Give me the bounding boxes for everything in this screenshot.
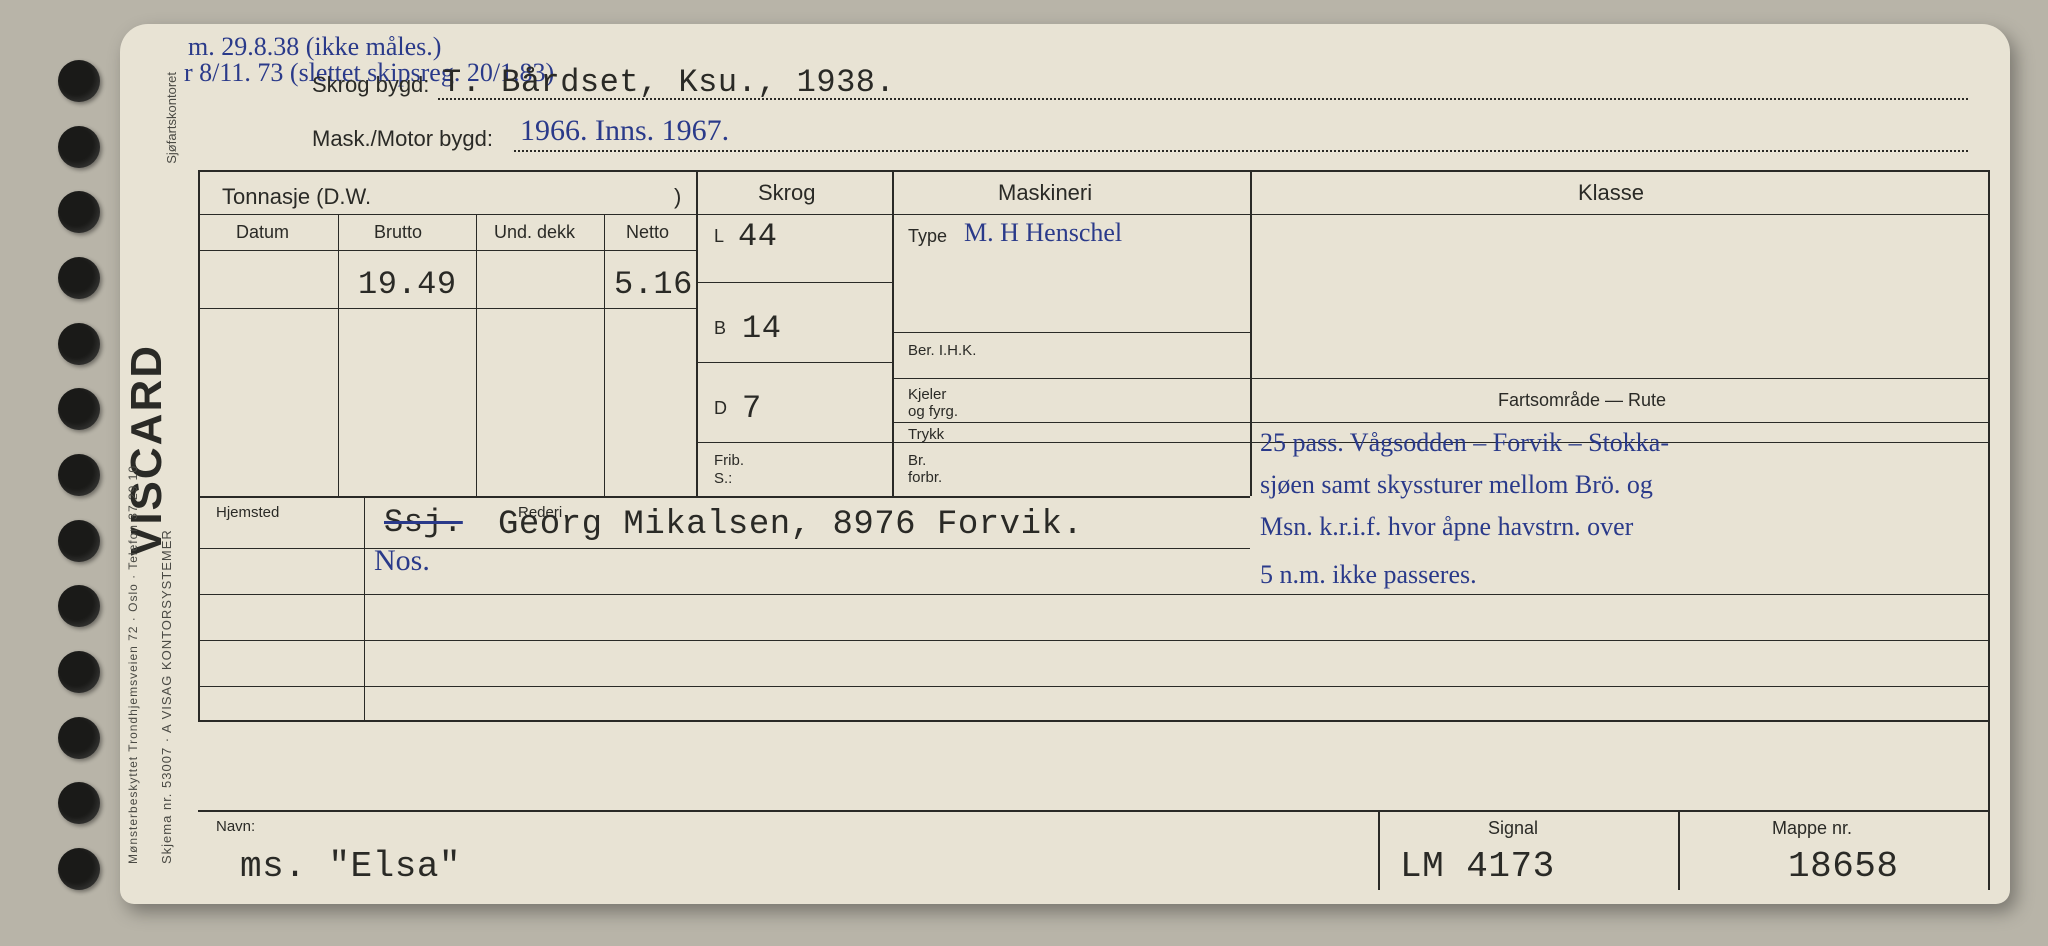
val-navn: ms. "Elsa" [240, 846, 461, 887]
dotted-1 [438, 98, 1968, 100]
stamp-sjofartskontoret: Sjøfartskontoret [164, 72, 179, 164]
form-area: m. 29.8.38 (ikke måles.) r 8/11. 73 (sle… [198, 50, 1992, 890]
lbl-frib: Frib. [714, 452, 744, 469]
left-imprint: Mønsterbeskyttet Trondhjemsveien 72 · Os… [126, 444, 174, 864]
val-L: 44 [738, 218, 777, 255]
lbl-B: B [714, 318, 726, 339]
lbl-fartsomrade: Fartsområde — Rute [1498, 390, 1666, 411]
lbl-signal: Signal [1488, 818, 1538, 839]
hdr-klasse: Klasse [1578, 180, 1644, 206]
lbl-type: Type [908, 226, 947, 247]
lbl-kjeler: Kjeler og fyrg. [908, 386, 958, 420]
hdr-skrog: Skrog [758, 180, 815, 206]
value-skrog-bygd: T. Bårdset, Ksu., 1938. [442, 64, 895, 101]
lbl-L: L [714, 226, 724, 247]
lbl-trykk: Trykk [908, 426, 944, 443]
index-card: Sjøfartskontoret VISCARD Mønsterbeskytte… [120, 24, 2010, 904]
col-und-dekk: Und. dekk [494, 222, 575, 243]
label-tonnasje: Tonnasje (D.W. [222, 184, 371, 210]
val-rederi: Georg Mikalsen, 8976 Forvik. [498, 506, 1083, 544]
label-motor-bygd: Mask./Motor bygd: [312, 126, 493, 152]
col-brutto: Brutto [374, 222, 422, 243]
val-B: 14 [742, 310, 781, 347]
val-netto: 5.16 [614, 266, 693, 303]
binder-holes [58, 60, 98, 890]
farts-l4: 5 n.m. ikke passeres. [1260, 560, 1477, 590]
imprint-line2: Mønsterbeskyttet Trondhjemsveien 72 · Os… [126, 465, 140, 864]
col-netto: Netto [626, 222, 669, 243]
farts-l1: 25 pass. Vågsodden – Forvik – Stokka- [1260, 428, 1669, 458]
val-D: 7 [742, 390, 762, 427]
val-hjemsted-old: Ssj. [384, 504, 463, 541]
lbl-brforbr: Br. forbr. [908, 452, 942, 486]
lbl-navn: Navn: [216, 818, 255, 835]
label-tonnasje-close: ) [674, 184, 681, 210]
farts-l3: Msn. k.r.i.f. hvor åpne havstrn. over [1260, 512, 1633, 542]
farts-l2: sjøen samt skyssturer mellom Brö. og [1260, 470, 1653, 500]
val-type: M. H Henschel [964, 218, 1122, 248]
lbl-mappe: Mappe nr. [1772, 818, 1852, 839]
val-signal: LM 4173 [1400, 846, 1555, 887]
label-skrog-bygd: Skrog bygd: [312, 72, 429, 98]
hdr-maskineri: Maskineri [998, 180, 1092, 206]
val-hjemsted-new: Nos. [374, 544, 430, 578]
val-brutto: 19.49 [358, 266, 457, 303]
value-motor-bygd: 1966. Inns. 1967. [520, 114, 729, 148]
lbl-ber: Ber. I.H.K. [908, 342, 976, 359]
lbl-hjemsted: Hjemsted [216, 504, 279, 521]
col-datum: Datum [236, 222, 289, 243]
lbl-D: D [714, 398, 727, 419]
lbl-s: S.: [714, 470, 732, 487]
dotted-2 [514, 150, 1968, 152]
val-mappe: 18658 [1788, 846, 1899, 887]
imprint-line1: Skjema nr. 53007 · A VISAG KONTORSYSTEME… [159, 444, 174, 864]
